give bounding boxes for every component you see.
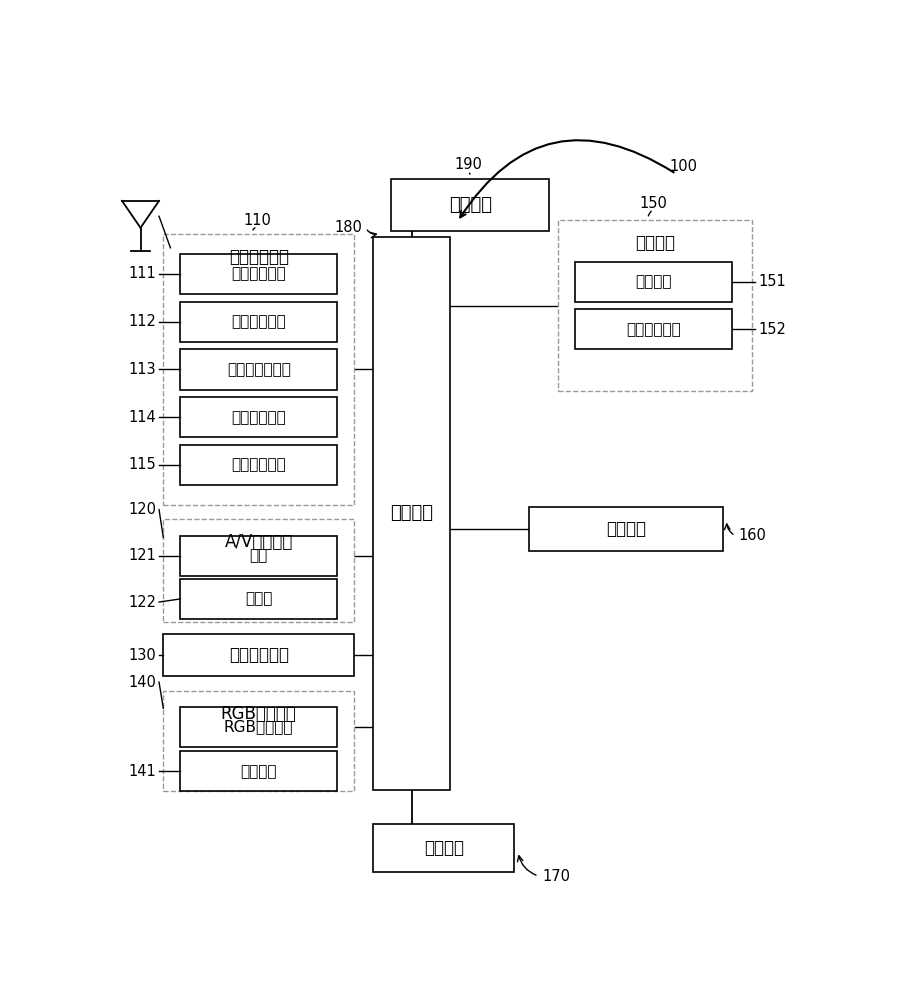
- Text: RGB传感单元: RGB传感单元: [224, 719, 293, 734]
- Text: 麦克风: 麦克风: [245, 591, 272, 606]
- Bar: [373, 237, 450, 790]
- Text: 160: 160: [739, 528, 766, 543]
- Text: RGB传感单元: RGB传感单元: [221, 705, 297, 723]
- Bar: [575, 309, 732, 349]
- Text: 122: 122: [128, 595, 156, 610]
- Text: 输出单元: 输出单元: [635, 234, 675, 252]
- Text: 广播接收模块: 广播接收模块: [232, 266, 286, 282]
- Bar: [180, 751, 337, 791]
- Bar: [164, 234, 354, 505]
- Text: 140: 140: [129, 675, 156, 690]
- Bar: [180, 254, 337, 294]
- Text: 170: 170: [542, 869, 570, 884]
- Text: 112: 112: [129, 314, 156, 329]
- Text: 位置信息模块: 位置信息模块: [232, 457, 286, 472]
- Bar: [529, 507, 723, 551]
- Text: 无线通信单元: 无线通信单元: [229, 248, 289, 266]
- Text: 113: 113: [129, 362, 156, 377]
- Bar: [575, 262, 732, 302]
- Text: 111: 111: [129, 266, 156, 282]
- Text: 121: 121: [129, 548, 156, 563]
- Text: 190: 190: [454, 157, 482, 172]
- Bar: [180, 397, 337, 437]
- Text: 115: 115: [129, 457, 156, 472]
- Text: 151: 151: [758, 274, 786, 289]
- Text: 接口单元: 接口单元: [424, 839, 464, 857]
- Text: 移动通信模块: 移动通信模块: [232, 314, 286, 329]
- Bar: [180, 349, 337, 389]
- Text: 短程通信模块: 短程通信模块: [232, 410, 286, 425]
- Text: 150: 150: [640, 196, 667, 211]
- Bar: [180, 579, 337, 619]
- Text: 110: 110: [244, 213, 271, 228]
- Text: 处理单元: 处理单元: [391, 504, 434, 522]
- Text: 141: 141: [129, 764, 156, 779]
- Bar: [373, 824, 515, 872]
- Bar: [180, 302, 337, 342]
- Text: 114: 114: [129, 410, 156, 425]
- Text: 照相: 照相: [250, 548, 267, 563]
- Text: 100: 100: [669, 159, 697, 174]
- Bar: [391, 179, 550, 231]
- Text: 用户输入单元: 用户输入单元: [229, 646, 289, 664]
- Bar: [164, 691, 354, 791]
- Bar: [164, 519, 354, 622]
- Bar: [180, 445, 337, 485]
- Text: 130: 130: [129, 648, 156, 663]
- Bar: [164, 634, 354, 676]
- Text: 180: 180: [335, 220, 363, 235]
- Text: 120: 120: [128, 502, 156, 517]
- Bar: [558, 220, 752, 391]
- Text: 152: 152: [758, 322, 786, 337]
- Text: 存储单元: 存储单元: [607, 520, 646, 538]
- Bar: [180, 707, 337, 747]
- Bar: [180, 536, 337, 576]
- Text: 电源单元: 电源单元: [448, 196, 492, 214]
- Text: 音频输出模块: 音频输出模块: [626, 322, 681, 337]
- Text: 驱动单元: 驱动单元: [241, 764, 277, 779]
- Text: A/V输入单元: A/V输入单元: [224, 533, 293, 551]
- Text: 显示单元: 显示单元: [635, 274, 672, 289]
- Text: 无线互联网模块: 无线互联网模块: [227, 362, 290, 377]
